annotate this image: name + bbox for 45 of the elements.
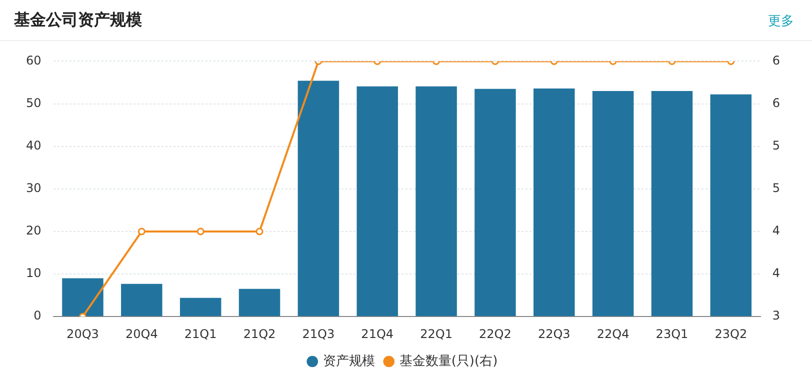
bar (121, 284, 162, 316)
y2-tick-label: 5 (772, 138, 780, 152)
y-tick-label: 10 (26, 266, 42, 280)
x-tick-label: 21Q1 (184, 326, 217, 341)
y2-tick-label: 6 (772, 96, 780, 110)
bar (474, 88, 516, 316)
y2-tick-label: 4 (772, 224, 780, 238)
bar (238, 288, 280, 316)
bar (180, 298, 222, 316)
bar (592, 90, 634, 316)
point (196, 228, 204, 236)
bar (710, 94, 752, 316)
x-tick-label: 22Q2 (479, 326, 512, 341)
y-tick-label: 30 (26, 181, 42, 196)
x-tick-label: 21Q4 (361, 326, 394, 341)
x-tick-label: 23Q2 (714, 326, 748, 341)
y-tick-label: 20 (26, 224, 42, 238)
x-tick-label: 21Q3 (302, 326, 335, 341)
bar (651, 90, 693, 316)
y-tick-label: 0 (34, 308, 42, 323)
bar (62, 278, 104, 316)
y-tick-label: 50 (26, 96, 42, 110)
y2-tick-label: 6 (772, 53, 780, 68)
point (256, 228, 264, 236)
bar (298, 80, 340, 316)
legend-label: 基金数量(只)(右) (399, 354, 498, 369)
y-tick-label: 60 (26, 53, 42, 68)
y2-tick-label: 5 (772, 181, 780, 196)
y-tick-label: 40 (26, 138, 42, 152)
y2-tick-label: 3 (772, 308, 780, 323)
legend-label: 资产规模 (322, 354, 375, 369)
x-tick-label: 23Q1 (656, 326, 688, 341)
x-tick-label: 22Q3 (538, 326, 570, 341)
x-tick-label: 20Q3 (66, 326, 99, 341)
bar (416, 86, 457, 316)
x-tick-label: 20Q4 (125, 326, 158, 341)
chart-title: 基金公司资产规模 (14, 10, 142, 31)
x-tick-label: 22Q1 (420, 326, 452, 341)
point (138, 228, 146, 236)
x-tick-label: 21Q2 (243, 326, 276, 341)
y2-tick-label: 4 (772, 266, 780, 280)
text: 更多 (768, 13, 794, 30)
x-tick-label: 22Q4 (596, 326, 630, 341)
bar (534, 88, 575, 316)
bar (356, 86, 398, 316)
